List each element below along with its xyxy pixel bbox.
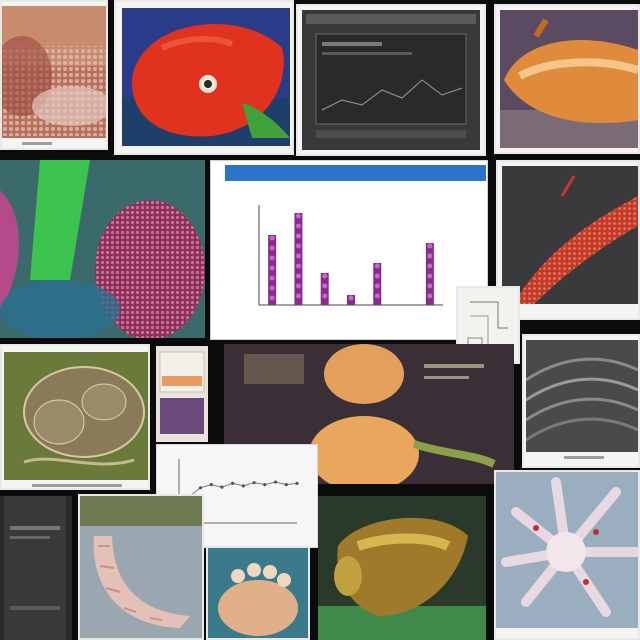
dark-ridged-rock-photo-tile <box>522 334 640 468</box>
bar-dot <box>374 283 380 289</box>
dark-software-window <box>302 10 480 150</box>
red-fish-photo <box>122 8 290 146</box>
bar-dot <box>269 265 275 271</box>
green-laser-coral-photo <box>0 160 205 338</box>
spectrum-thumbnail-tile <box>156 346 208 442</box>
bar-dot <box>269 275 275 281</box>
line-series <box>178 481 298 505</box>
line-point <box>231 481 235 485</box>
sea-cucumber-photo <box>80 496 202 638</box>
dark-book-cover <box>4 496 66 640</box>
bar-dot <box>295 283 301 289</box>
white-anemone-photo <box>496 472 638 628</box>
bar-dot <box>427 243 433 249</box>
bar-dot <box>295 263 301 269</box>
bar-dot <box>427 283 433 289</box>
orange-shell-photo-tile <box>494 4 640 154</box>
bar-dot <box>295 243 301 249</box>
bar-chart-marks <box>268 213 434 305</box>
bar-dot <box>269 285 275 291</box>
bar-dot <box>295 233 301 239</box>
line-point <box>220 485 224 489</box>
bar-dot <box>269 245 275 251</box>
bar-dot <box>295 293 301 299</box>
bar-dot <box>427 273 433 279</box>
bar-dot <box>269 295 275 301</box>
dark-ridged-rock-photo <box>526 340 638 452</box>
bar-dot <box>374 273 380 279</box>
bar-dot <box>295 253 301 259</box>
line-point <box>273 480 278 484</box>
brown-fish-in-bowl-photo-tile <box>318 496 486 640</box>
anemone-photo-tile <box>206 546 310 640</box>
bar-dot <box>348 295 354 301</box>
line-point <box>209 483 213 487</box>
bar-dot <box>427 253 433 259</box>
bar-chart-axes <box>258 205 443 306</box>
brown-fish-in-bowl-photo <box>318 496 486 640</box>
bar-dot <box>269 255 275 261</box>
bar-3 <box>320 273 329 305</box>
line-point <box>284 483 288 487</box>
bar-dot <box>427 293 433 299</box>
bar-chart <box>258 205 443 306</box>
bar-dot <box>295 273 301 279</box>
dark-software-window-tile <box>296 4 486 156</box>
bar-dot <box>427 263 433 269</box>
bar-dot <box>322 293 328 299</box>
red-starfish-photo-tile <box>496 160 640 320</box>
line-point <box>198 486 203 490</box>
bar-dot <box>322 273 328 279</box>
line-point <box>252 481 256 485</box>
bar-dot <box>374 293 380 299</box>
white-anemone-photo-tile <box>494 470 640 640</box>
bar-dot <box>269 235 275 241</box>
bar-2 <box>294 213 303 305</box>
chart-header-bar <box>225 165 486 181</box>
bar-dot <box>374 263 380 269</box>
line-point <box>241 484 245 488</box>
sea-cucumber-photo-tile <box>78 494 204 640</box>
line-point <box>263 483 267 487</box>
bar-dot <box>322 283 328 289</box>
microscope-cell-photo <box>4 352 148 480</box>
bar-chart-screenshot-tile <box>210 160 488 340</box>
microscope-cell-photo-tile <box>0 344 150 490</box>
line-point <box>295 481 299 485</box>
coral-tissue-photo-tile <box>0 0 108 150</box>
coral-tissue-photo <box>2 6 106 138</box>
bar-dot <box>295 213 301 219</box>
spectrum-thumbnail <box>159 351 205 434</box>
bar-dot <box>295 223 301 229</box>
green-laser-coral-photo-tile <box>0 160 205 338</box>
red-starfish-photo <box>502 166 638 304</box>
anemone-photo <box>208 548 308 638</box>
orange-shell-photo <box>500 10 638 148</box>
red-fish-photo-tile <box>114 0 294 155</box>
dark-book-cover-tile <box>0 496 72 640</box>
